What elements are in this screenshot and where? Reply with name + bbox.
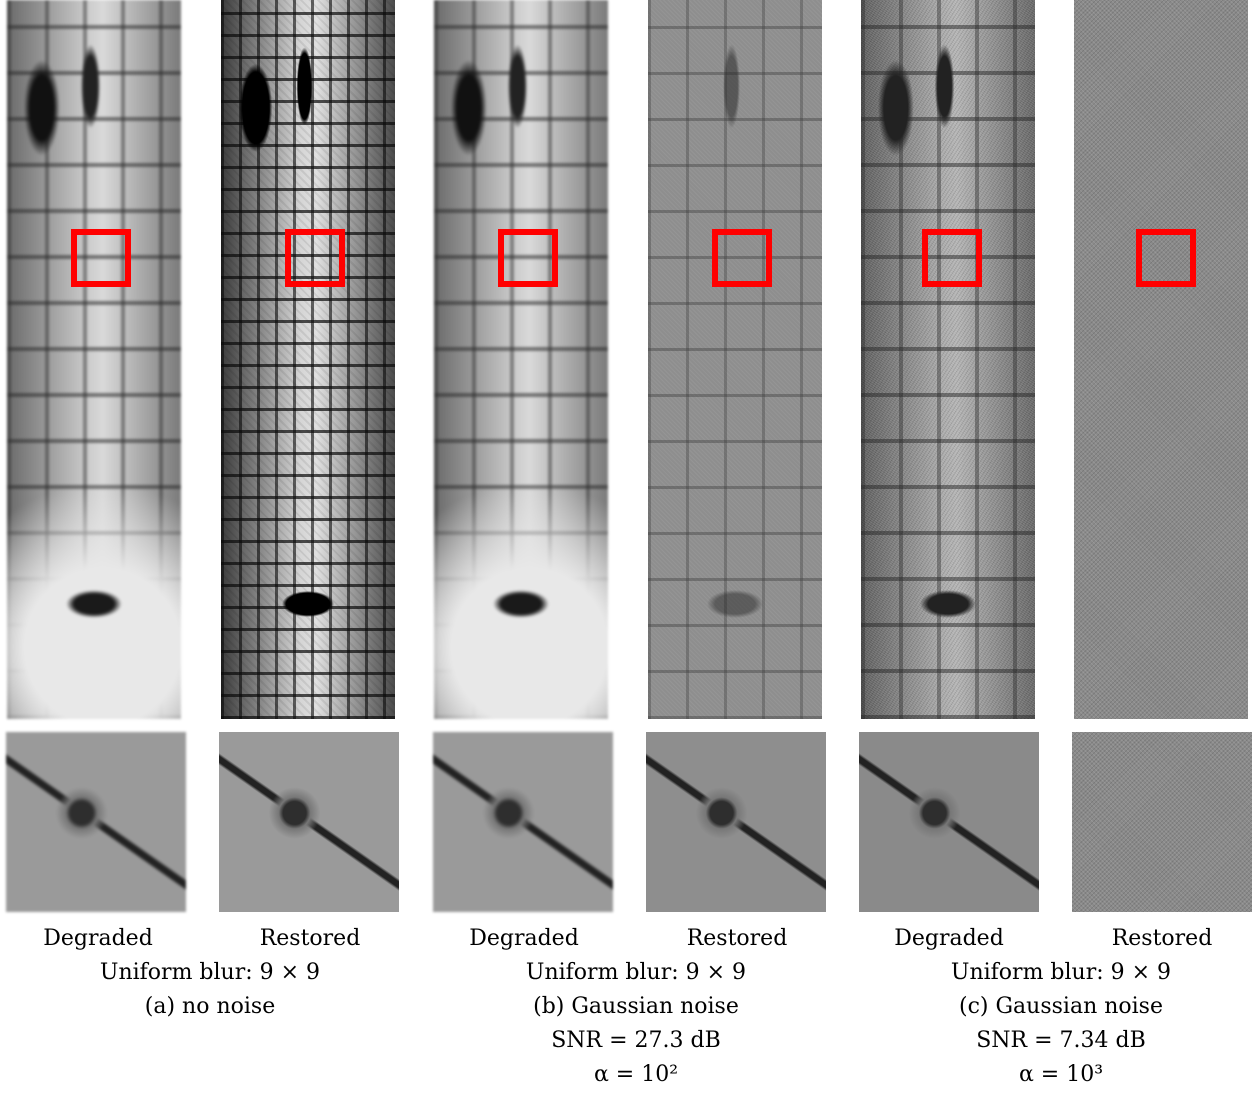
panel-c-restored-roi-box [1136, 229, 1196, 287]
panel-a-restored-zoom [219, 732, 399, 912]
panel-b-restored-roi-box [712, 229, 772, 287]
panel-c-restored-image [1074, 0, 1248, 719]
panel-c-degraded-zoom [859, 732, 1039, 912]
panel-b-restored-label: Restored [686, 926, 788, 951]
panel-c-caption-line: α = 10³ [1018, 1062, 1104, 1087]
panel-a-degraded-label: Degraded [43, 926, 153, 951]
panel-c-caption-line: Uniform blur: 9 × 9 [950, 960, 1172, 985]
panel-b-caption: Uniform blur: 9 × 9 (b) Gaussian noise S… [486, 956, 786, 1092]
panel-a-restored-label: Restored [259, 926, 361, 951]
panel-b-degraded-image [434, 0, 608, 719]
panel-a-restored-image [221, 0, 395, 719]
panel-b-degraded-roi-box [498, 229, 558, 287]
panel-b-degraded-label: Degraded [469, 926, 579, 951]
panel-b-caption-line: (b) Gaussian noise [533, 994, 739, 1019]
panel-c-caption-line: (c) Gaussian noise [959, 994, 1163, 1019]
panel-a-restored-roi-box [285, 229, 345, 287]
panel-c-degraded-label: Degraded [894, 926, 1004, 951]
panel-a-degraded-image [7, 0, 181, 719]
panel-b-restored-image [648, 0, 822, 719]
panel-c-restored-label: Restored [1111, 926, 1213, 951]
panel-b-restored-zoom [646, 732, 826, 912]
panel-b-caption-line: α = 10² [593, 1062, 679, 1087]
panel-a-degraded-roi-box [71, 229, 131, 287]
panel-c-degraded-image [861, 0, 1035, 719]
panel-c-degraded-roi-box [922, 229, 982, 287]
panel-c-caption: Uniform blur: 9 × 9 (c) Gaussian noise S… [911, 956, 1211, 1092]
panel-c-restored-zoom [1072, 732, 1252, 912]
panel-a-caption-line: Uniform blur: 9 × 9 [99, 960, 321, 985]
panel-a-degraded-zoom [6, 732, 186, 912]
panel-c-caption-line: SNR = 7.34 dB [976, 1028, 1146, 1053]
panel-b-caption-line: Uniform blur: 9 × 9 [525, 960, 747, 985]
panel-b-caption-line: SNR = 27.3 dB [551, 1028, 721, 1053]
panel-a-caption-line: (a) no noise [144, 994, 276, 1019]
panel-a-caption: Uniform blur: 9 × 9 (a) no noise [60, 956, 360, 1024]
panel-b-degraded-zoom [433, 732, 613, 912]
